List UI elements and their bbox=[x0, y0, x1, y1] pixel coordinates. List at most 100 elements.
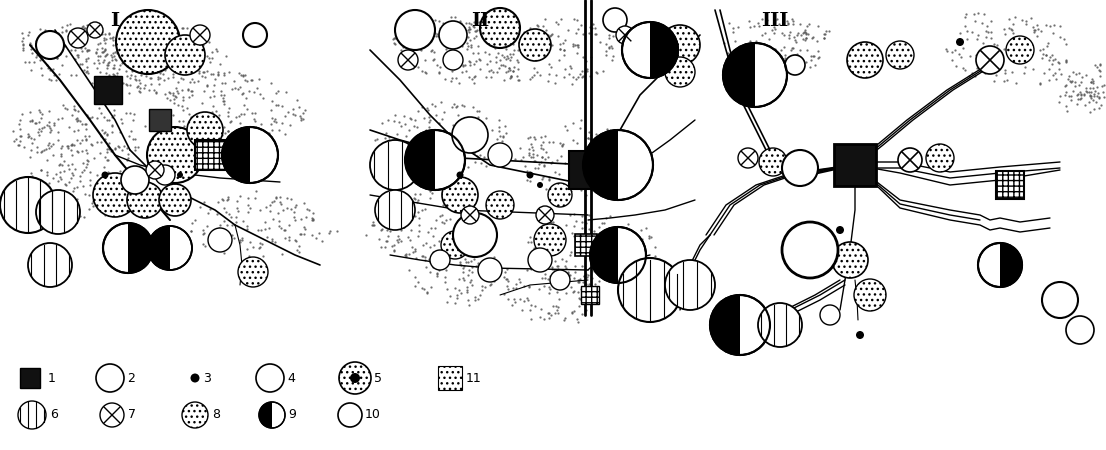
Point bbox=[401, 236, 419, 243]
Point bbox=[208, 46, 226, 53]
Point bbox=[1045, 22, 1063, 29]
Point bbox=[1088, 92, 1106, 99]
Point bbox=[607, 182, 625, 189]
Point bbox=[541, 284, 559, 291]
Point bbox=[405, 156, 422, 163]
Point bbox=[91, 52, 108, 59]
Point bbox=[1057, 103, 1075, 110]
Point bbox=[406, 245, 424, 252]
Point bbox=[523, 153, 541, 161]
Circle shape bbox=[243, 23, 267, 47]
Point bbox=[445, 46, 462, 54]
Point bbox=[234, 217, 252, 224]
Point bbox=[12, 132, 30, 139]
Point bbox=[384, 210, 401, 217]
Point bbox=[594, 68, 612, 75]
Point bbox=[71, 212, 88, 220]
Point bbox=[729, 59, 747, 67]
Point bbox=[1034, 46, 1052, 53]
Point bbox=[489, 25, 507, 32]
Point bbox=[148, 49, 166, 56]
Point bbox=[1018, 21, 1035, 28]
Point bbox=[62, 72, 80, 79]
Point bbox=[466, 158, 483, 166]
Point bbox=[607, 182, 625, 189]
Point bbox=[40, 123, 58, 130]
Point bbox=[39, 157, 56, 164]
Point bbox=[143, 22, 160, 29]
Point bbox=[126, 76, 144, 83]
Point bbox=[33, 110, 51, 117]
Point bbox=[426, 256, 444, 263]
Point bbox=[720, 19, 738, 27]
Point bbox=[219, 193, 237, 200]
Point bbox=[599, 241, 617, 248]
Point bbox=[230, 112, 248, 120]
Point bbox=[396, 121, 414, 128]
Point bbox=[606, 183, 624, 190]
Point bbox=[536, 148, 554, 155]
Point bbox=[1052, 70, 1070, 77]
Point bbox=[484, 268, 502, 275]
Point bbox=[1082, 84, 1099, 91]
Point bbox=[400, 250, 418, 257]
Point bbox=[762, 50, 780, 57]
Point bbox=[304, 216, 322, 224]
Point bbox=[581, 29, 598, 36]
Point bbox=[426, 29, 444, 36]
Point bbox=[988, 72, 1005, 79]
Point bbox=[164, 73, 181, 80]
Circle shape bbox=[67, 28, 88, 48]
Point bbox=[365, 218, 383, 225]
Point bbox=[729, 45, 747, 53]
Point bbox=[93, 48, 111, 55]
Point bbox=[559, 270, 576, 277]
Point bbox=[567, 217, 585, 225]
Point bbox=[152, 58, 169, 65]
Point bbox=[109, 46, 127, 54]
Point bbox=[62, 141, 80, 149]
Point bbox=[144, 67, 161, 74]
Point bbox=[73, 169, 91, 176]
Point bbox=[1041, 76, 1058, 84]
Point bbox=[133, 63, 150, 71]
Point bbox=[451, 148, 469, 155]
Point bbox=[425, 232, 442, 239]
Point bbox=[430, 237, 448, 244]
Point bbox=[789, 32, 806, 39]
Point bbox=[249, 129, 267, 136]
Point bbox=[91, 149, 108, 156]
Point bbox=[69, 117, 86, 124]
Point bbox=[479, 256, 497, 263]
Point bbox=[107, 78, 125, 85]
Point bbox=[435, 254, 452, 261]
Point bbox=[773, 29, 791, 36]
Point bbox=[119, 24, 137, 31]
Point bbox=[97, 183, 115, 190]
Point bbox=[88, 81, 106, 88]
Point bbox=[970, 9, 988, 17]
Point bbox=[22, 67, 40, 74]
Point bbox=[460, 73, 478, 81]
Point bbox=[29, 129, 46, 136]
Point bbox=[768, 58, 785, 66]
Circle shape bbox=[395, 10, 435, 50]
Point bbox=[263, 98, 281, 105]
Point bbox=[76, 120, 94, 127]
Point bbox=[585, 227, 603, 234]
Text: 4: 4 bbox=[286, 372, 295, 384]
Point bbox=[368, 135, 386, 143]
Point bbox=[505, 46, 523, 54]
Point bbox=[493, 132, 511, 140]
Point bbox=[126, 144, 144, 151]
Point bbox=[44, 151, 62, 158]
Point bbox=[142, 74, 159, 81]
Point bbox=[285, 209, 303, 216]
Point bbox=[628, 155, 646, 162]
Point bbox=[780, 19, 797, 27]
Point bbox=[101, 34, 118, 41]
Point bbox=[35, 187, 53, 194]
Point bbox=[409, 208, 427, 216]
Point bbox=[83, 79, 101, 86]
Point bbox=[160, 51, 178, 59]
